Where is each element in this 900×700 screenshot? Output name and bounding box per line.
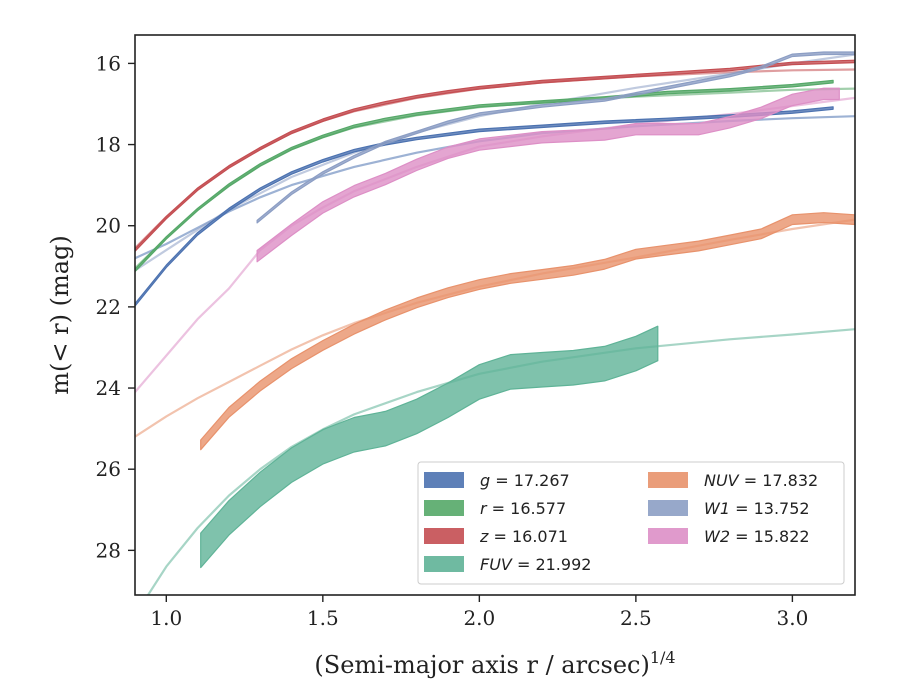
x-tick-label: 1.0 [150,606,182,630]
y-tick-label: 20 [96,214,121,238]
z-legend-swatch [424,528,464,544]
x-tick-label: 2.5 [620,606,652,630]
fuv-legend-swatch [424,556,464,572]
y-tick-label: 18 [96,133,121,157]
legend-box [417,461,845,585]
x-axis-label-exponent: 1/4 [650,648,676,667]
x-axis-label-text: (Semi-major axis r / arcsec) [314,651,649,679]
x-axis-label: (Semi-major axis r / arcsec)1/4 [314,648,675,679]
x-axis: 1.0 1.5 2.0 2.5 3.0 [150,595,808,630]
x-tick-label: 3.0 [776,606,808,630]
nuv-legend-label: NUV = 17.832 [704,471,818,490]
fuv-legend-label: FUV = 21.992 [480,555,591,574]
y-tick-label: 16 [96,51,121,75]
y-axis-label: m(< r) (mag) [46,235,74,394]
y-axis: 16 18 20 22 24 26 28 [96,51,135,562]
plot-area [134,34,856,596]
r-data-band [135,79,834,273]
w1-model-curve [135,53,855,272]
y-tick-label: 24 [96,376,121,400]
w2-legend-swatch [648,528,688,544]
r-legend-swatch [424,500,464,516]
fuv-model-curve [146,328,855,595]
g-data-band [135,106,834,307]
w2-data-band [256,87,840,263]
w2-legend-label: W2 = 15.822 [704,527,810,546]
nuv-data-band [200,212,855,451]
g-legend-swatch [424,472,464,488]
y-tick-label: 22 [96,295,121,319]
x-tick-label: 1.5 [307,606,339,630]
w1-legend-swatch [648,500,688,516]
data-bands [135,51,855,569]
x-tick-label: 2.0 [463,606,495,630]
y-tick-label: 28 [96,538,121,562]
legend: g = 17.267 r = 16.577 z = 16.071 FUV = 21.9… [417,461,845,585]
g-legend-label: g = 17.267 [480,471,570,490]
w1-data-band [256,51,855,224]
plot-frame [134,34,856,596]
z-legend-label: z = 16.071 [479,527,568,546]
fuv-data-band [200,325,659,569]
z-data-band [135,59,855,252]
y-tick-label: 26 [96,457,121,481]
r-legend-label: r = 16.577 [480,499,566,518]
w1-legend-label: W1 = 13.752 [704,499,810,518]
nuv-legend-swatch [648,472,688,488]
